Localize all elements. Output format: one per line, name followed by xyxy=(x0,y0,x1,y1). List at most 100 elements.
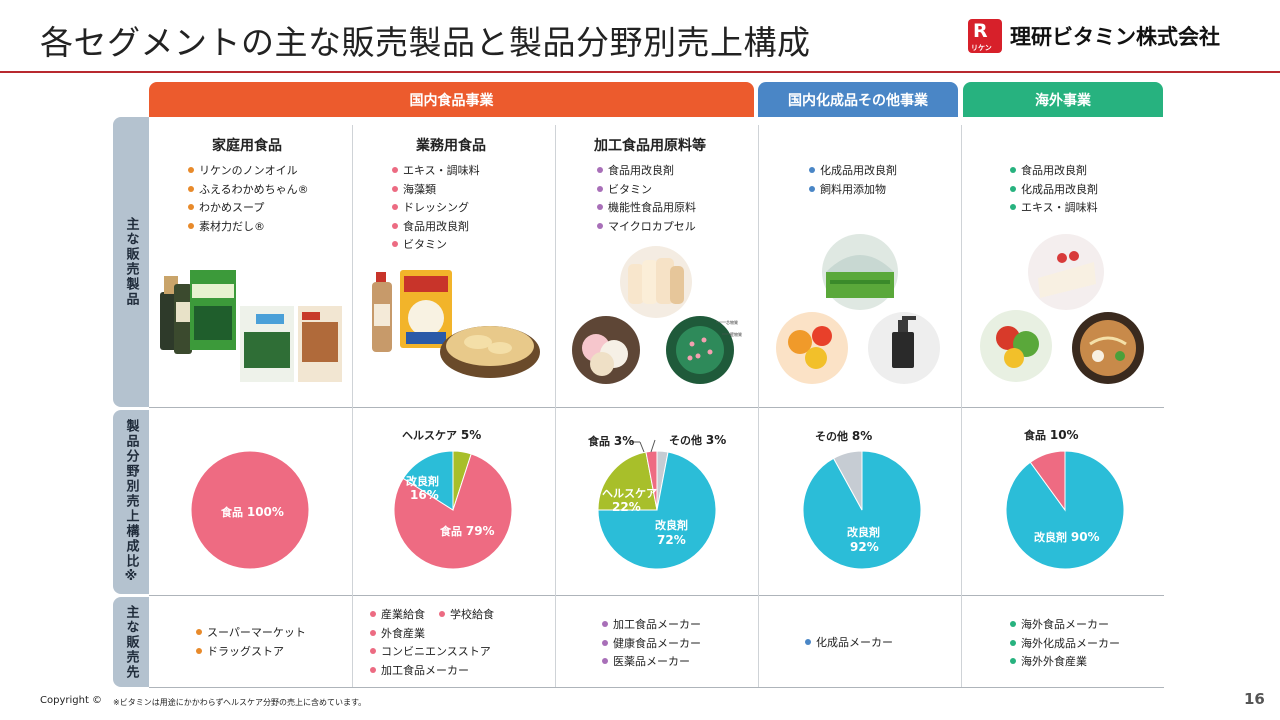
pie-slice xyxy=(1029,450,1066,512)
list-item: 海外食品メーカー xyxy=(1010,616,1120,635)
bullet-icon xyxy=(392,222,398,229)
list-item: ビタミン xyxy=(392,236,480,255)
product-list-overseas: 食品用改良剤 化成品用改良剤 エキス・調味料 xyxy=(1010,162,1098,218)
list-item: 素材力だし® xyxy=(188,218,309,237)
dressing-bottles-photo xyxy=(160,276,192,354)
bullet-icon xyxy=(809,167,815,173)
customer-list-household-food: スーパーマーケット ドラッグストア xyxy=(196,624,306,661)
grid-divider xyxy=(149,407,1164,408)
product-list-household-food: リケンのノンオイル ふえるわかめちゃん® わかめスープ 素材力だし® xyxy=(188,162,309,236)
row-label-customers: 主な販売先 xyxy=(113,597,149,687)
bullet-icon xyxy=(1010,639,1016,646)
bullet-icon xyxy=(602,658,608,664)
capsule-label-core: 芯物質 xyxy=(726,319,738,325)
pie-chart-household-food xyxy=(190,450,310,570)
pie-slice xyxy=(393,453,513,570)
bullet-icon xyxy=(188,204,194,210)
list-item: 加工食品メーカー xyxy=(370,662,494,681)
capsule-label-wall: 壁物質 xyxy=(730,331,742,337)
bullet-icon xyxy=(392,185,398,192)
column-title-commercial-food: 業務用食品 xyxy=(416,138,486,154)
bullet-icon xyxy=(1010,658,1016,664)
dashi-package-photo xyxy=(298,306,342,382)
pie-value: 16% xyxy=(410,488,439,502)
pie-slice xyxy=(597,451,658,511)
column-divider xyxy=(961,125,962,687)
bullet-icon xyxy=(370,629,376,636)
list-item: 食品用改良剤 xyxy=(1010,162,1098,181)
bullet-icon xyxy=(370,648,376,654)
microcapsule-illustration: 芯物質 壁物質 xyxy=(666,316,742,384)
list-item: 機能性食品用原料 xyxy=(597,199,696,218)
jelly-photo xyxy=(776,312,848,384)
list-item: 化成品メーカー xyxy=(805,634,893,653)
bullet-icon xyxy=(392,241,398,247)
copyright: Copyright © xyxy=(40,695,103,706)
list-item: リケンのノンオイル xyxy=(188,162,309,181)
bullet-icon xyxy=(597,204,603,210)
list-item: スーパーマーケット xyxy=(196,624,306,643)
customer-list-overseas: 海外食品メーカー 海外化成品メーカー 海外外食産業 xyxy=(1010,616,1120,672)
page-title: 各セグメントの主な販売製品と製品分野別売上構成 xyxy=(40,23,811,62)
pie-slice xyxy=(1005,450,1125,570)
customer-list-commercial-food: 産業給食 学校給食 外食産業 コンビニエンスストア 加工食品メーカー xyxy=(370,606,494,680)
pie-label: 改良剤 xyxy=(847,526,880,539)
list-item: 海外外食産業 xyxy=(1010,653,1120,672)
bullet-icon xyxy=(188,185,194,192)
column-title-household-food: 家庭用食品 xyxy=(212,138,282,154)
page-number: 16 xyxy=(1244,690,1265,708)
bullet-icon xyxy=(188,222,194,229)
pie-chart-commercial-food xyxy=(393,450,513,570)
pie-label: その他 8% xyxy=(815,429,873,443)
list-item: コンビニエンスストア xyxy=(370,643,494,662)
bullet-icon xyxy=(597,167,603,173)
pie-slice xyxy=(190,450,310,570)
cake-photo xyxy=(1028,234,1104,310)
mochi-photo xyxy=(572,316,640,384)
pie-label: 改良剤 90% xyxy=(1034,530,1100,544)
bullet-icon xyxy=(196,629,202,635)
product-list-processed-food-ingredients: 食品用改良剤 ビタミン 機能性食品用原料 マイクロカプセル xyxy=(597,162,696,236)
logo-mark-letter: R xyxy=(973,20,988,42)
riken-logo-icon: R リケン xyxy=(968,19,1002,53)
commercial-food-products-photo xyxy=(372,270,540,378)
bullet-icon xyxy=(597,185,603,192)
segment-header-domestic-food: 国内食品事業 xyxy=(149,82,754,117)
overseas-products-photo xyxy=(980,234,1144,384)
product-list-chemical: 化成品用改良剤 飼料用添加物 xyxy=(809,162,897,199)
list-item: マイクロカプセル xyxy=(597,218,696,237)
grid-divider xyxy=(149,595,1164,596)
chemical-products-photo xyxy=(776,234,940,384)
bullet-icon xyxy=(809,185,815,192)
logo-mark-sub: リケン xyxy=(971,44,992,52)
pie-label: 改良剤 xyxy=(655,519,688,532)
list-item: 食品用改良剤 xyxy=(597,162,696,181)
list-item: ビタミン xyxy=(597,181,696,200)
column-divider xyxy=(758,125,759,687)
pie-label: 食品 79% xyxy=(440,524,495,538)
pie-chart-processed-food-ingredients xyxy=(597,450,717,570)
customer-list-processed-food-ingredients: 加工食品メーカー 健康食品メーカー 医薬品メーカー xyxy=(602,616,701,672)
pie-value: 22% xyxy=(612,500,641,514)
bullet-icon xyxy=(1010,167,1016,173)
list-item: 海藻類 xyxy=(392,181,480,200)
vegetables-photo xyxy=(980,310,1052,382)
pie-value: 72% xyxy=(657,533,686,547)
row-label-ratio: 製品分野別売上構成比※ xyxy=(113,410,149,594)
wakame-package-photo xyxy=(190,270,236,350)
list-item: エキス・調味料 xyxy=(392,162,480,181)
list-item: ふえるわかめちゃん® xyxy=(188,181,309,200)
pie-slice xyxy=(832,450,863,511)
household-food-products-photo xyxy=(160,270,342,382)
pie-label: 改良剤 xyxy=(406,475,439,488)
list-item: 飼料用添加物 xyxy=(809,181,897,200)
bullet-icon xyxy=(597,222,603,229)
company-name: 理研ビタミン株式会社 xyxy=(1010,25,1220,49)
list-item: ドレッシング xyxy=(392,199,480,218)
column-divider xyxy=(352,125,353,687)
list-item: 外食産業 xyxy=(370,625,494,644)
list-item: 食品用改良剤 xyxy=(392,218,480,237)
column-divider xyxy=(555,125,556,687)
bullet-icon xyxy=(370,666,376,673)
dressing-bottle-photo xyxy=(372,272,392,352)
